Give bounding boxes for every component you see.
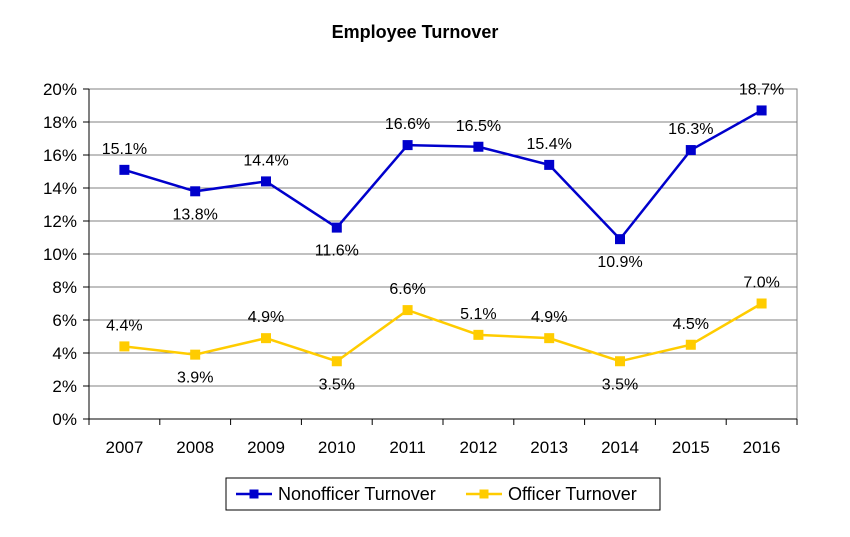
y-tick-label: 18% <box>43 113 77 132</box>
data-label: 3.5% <box>319 376 355 393</box>
axes: 0% 2% 4% 6% 8% 10% 12% 14% 16% 18% 20% 2007 2008 2009… <box>43 80 798 457</box>
data-point <box>402 305 413 316</box>
y-tick-label: 8% <box>52 278 77 297</box>
x-tick-label: 2015 <box>672 438 710 457</box>
data-point <box>190 349 201 360</box>
data-label: 16.3% <box>668 121 713 138</box>
legend: Nonofficer Turnover Officer Turnover <box>225 477 661 511</box>
y-tick-label: 20% <box>43 80 77 99</box>
data-label: 11.6% <box>315 243 359 260</box>
data-label: 10.9% <box>597 254 642 271</box>
legend-marker-0 <box>249 489 259 499</box>
data-label: 16.6% <box>385 116 430 133</box>
data-point <box>544 159 555 170</box>
x-tick-label: 2010 <box>318 438 356 457</box>
data-point <box>261 176 271 187</box>
x-tick-label: 2014 <box>601 438 639 457</box>
data-point <box>331 222 342 233</box>
x-tick-label: 2009 <box>247 438 285 457</box>
data-point <box>473 329 484 340</box>
series-line-1 <box>124 302 763 363</box>
y-tick-label: 14% <box>43 179 77 198</box>
data-point <box>685 339 696 350</box>
y-tick-label: 0% <box>52 410 77 429</box>
legend-label-1: Officer Turnover <box>508 484 637 504</box>
data-label: 7.0% <box>743 275 779 292</box>
data-point <box>756 105 767 116</box>
data-point <box>615 234 625 245</box>
data-label: 3.5% <box>602 376 638 393</box>
data-label: 6.6% <box>389 281 425 298</box>
data-label: 16.5% <box>456 118 501 135</box>
series-layer: 15.1% 13.8% 14.4% 11.6% 16.6% 16.5% 15.4% 10.9%… <box>102 81 785 393</box>
y-tick-label: 16% <box>43 146 77 165</box>
data-point <box>119 164 130 175</box>
x-tick-label: 2012 <box>459 438 497 457</box>
data-label: 4.9% <box>531 309 567 326</box>
legend-marker-1 <box>479 489 489 499</box>
data-label: 15.1% <box>102 141 147 158</box>
x-tick-label: 2007 <box>105 438 143 457</box>
data-point <box>544 333 555 344</box>
chart-title: Employee Turnover <box>332 22 499 42</box>
data-label: 3.9% <box>177 370 213 387</box>
y-tick-label: 12% <box>43 212 77 231</box>
y-tick-label: 6% <box>52 311 77 330</box>
x-tick-label: 2011 <box>389 438 426 457</box>
data-label: 18.7% <box>739 81 784 98</box>
data-point <box>402 140 413 151</box>
data-label: 4.5% <box>673 316 709 333</box>
data-label: 4.9% <box>248 309 284 326</box>
data-label: 14.4% <box>243 152 288 169</box>
data-point <box>261 333 271 344</box>
data-point <box>331 356 342 367</box>
x-tick-label: 2008 <box>176 438 214 457</box>
legend-label-0: Nonofficer Turnover <box>278 484 436 504</box>
data-point <box>473 141 484 152</box>
data-label: 15.4% <box>527 136 572 153</box>
y-tick-label: 2% <box>52 377 77 396</box>
data-label: 5.1% <box>460 306 496 323</box>
y-tick-label: 4% <box>52 344 77 363</box>
y-tick-label: 10% <box>43 245 77 264</box>
x-tick-label: 2016 <box>743 438 781 457</box>
data-point <box>756 298 767 309</box>
data-point <box>119 341 130 352</box>
data-point <box>685 145 696 156</box>
legend-box <box>225 477 661 511</box>
data-point <box>615 356 625 367</box>
series-line-0 <box>124 109 763 242</box>
x-tick-label: 2013 <box>530 438 568 457</box>
data-label: 4.4% <box>106 317 142 334</box>
data-label: 13.8% <box>173 206 218 223</box>
data-point <box>190 186 201 197</box>
